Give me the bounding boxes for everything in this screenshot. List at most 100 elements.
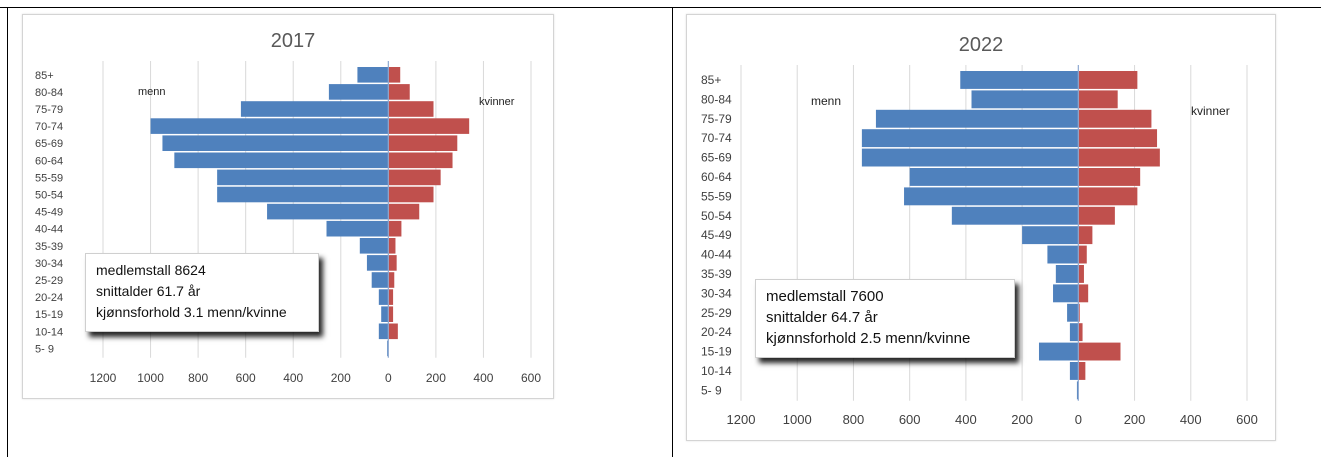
chart-2022-x-tick-label: 200 — [1124, 412, 1146, 427]
chart-2017-panel: 2017 85+ 80-84 75-79 70-74 65-69 60-64 55-59 50-… — [22, 14, 554, 399]
chart-2017-bar-women — [388, 220, 402, 237]
chart-2022-category-label: 25-29 — [701, 306, 732, 320]
chart-2017-x-tick-label: 0 — [385, 371, 392, 385]
chart-2022-bar-women — [1078, 168, 1141, 186]
chart-2022-category-label: 10-14 — [701, 364, 732, 378]
chart-2022-bar-women — [1078, 187, 1138, 206]
chart-2022-bar-women — [1078, 342, 1121, 361]
chart-2017-category-label: 75-79 — [35, 104, 63, 116]
chart-2017-x-tick-label: 400 — [473, 371, 493, 385]
chart-2022-category-label: 70-74 — [701, 131, 732, 145]
chart-2017-bar-women — [388, 186, 434, 203]
chart-2022-bar-women — [1078, 362, 1086, 380]
chart-2022-bar-men — [1053, 284, 1079, 303]
chart-2017-bar-men — [357, 67, 389, 83]
chart-2022-bar-men — [1022, 226, 1079, 245]
chart-2022-x-tick-label: 1200 — [727, 412, 756, 427]
chart-2017-bar-women — [388, 306, 394, 322]
chart-2017-x-tick-label: 1200 — [90, 371, 117, 385]
chart-2017-x-tick-label: 1000 — [137, 371, 164, 385]
frame-divider-line — [672, 7, 673, 457]
chart-2022-bar-women — [1078, 90, 1118, 109]
chart-2022-men-label: menn — [811, 94, 841, 108]
chart-2017-bar-men — [162, 135, 389, 151]
chart-2022-bar-men — [971, 90, 1079, 109]
chart-2017-bar-women — [388, 272, 395, 288]
chart-2022-x-tick-label: 400 — [955, 412, 977, 427]
chart-2017-category-label: 50-54 — [35, 190, 63, 202]
chart-2017-category-label: 5- 9 — [35, 343, 54, 355]
chart-2022-category-label: 55-59 — [701, 189, 732, 203]
chart-2017-bar-women — [388, 169, 441, 186]
chart-2022-bar-men — [960, 71, 1079, 89]
chart-2022-x-tick-label: 0 — [1075, 412, 1082, 427]
frame-left-line — [7, 7, 8, 457]
frame-top-line — [0, 7, 1321, 8]
chart-2017-bar-women — [388, 238, 396, 254]
chart-2017-category-label: 40-44 — [35, 224, 63, 236]
chart-2017-svg: 2017 85+ 80-84 75-79 70-74 65-69 60-64 55-59 50-… — [35, 30, 541, 385]
chart-2022-category-label: 35-39 — [701, 267, 732, 281]
chart-2017-member-count: medlemstall 8624 — [96, 262, 206, 278]
chart-2022-x-tick-label: 600 — [899, 412, 921, 427]
chart-2017-bar-men — [267, 203, 389, 220]
chart-2022-x-tick-label: 200 — [1011, 412, 1033, 427]
chart-2022-bar-women — [1078, 206, 1115, 225]
chart-2022-bar-women — [1078, 129, 1158, 148]
chart-2022-bar-men — [1038, 342, 1079, 361]
chart-2017-category-label: 45-49 — [35, 207, 63, 219]
chart-2017-x-tick-label: 800 — [188, 371, 208, 385]
chart-2017-bar-men — [240, 101, 389, 117]
chart-2017-gender-ratio: kjønnsforhold 3.1 menn/kvinne — [96, 304, 287, 320]
chart-2017-bar-men — [371, 272, 389, 288]
chart-2022-bar-women — [1078, 109, 1152, 128]
chart-2022-category-label: 60-64 — [701, 170, 732, 184]
chart-2022-bar-women — [1078, 71, 1138, 89]
chart-2017-bar-women — [388, 323, 398, 340]
chart-2017-bar-women — [388, 84, 410, 100]
chart-2017-women-label: kvinner — [479, 96, 515, 108]
chart-2017-bar-women — [388, 118, 470, 134]
chart-2022-bar-women — [1078, 284, 1089, 303]
chart-2017-x-tick-label: 200 — [331, 371, 351, 385]
chart-2017-x-tick-label: 400 — [283, 371, 303, 385]
chart-2022-average-age: snittalder 64.7 år — [766, 309, 878, 326]
chart-2017-x-tick-label: 200 — [426, 371, 446, 385]
chart-2017-bar-men — [328, 84, 389, 100]
chart-2017-bar-women — [388, 152, 453, 169]
chart-2022-svg: 2022 85+ 80-84 75-79 70-74 65-69 60-64 55-59 50-… — [701, 34, 1258, 427]
chart-2017-category-label: 30-34 — [35, 258, 63, 270]
chart-2022-x-tick-label: 800 — [843, 412, 865, 427]
chart-2017-bar-men — [381, 306, 389, 322]
chart-2017-category-label: 20-24 — [35, 292, 63, 304]
chart-2022-bar-men — [861, 129, 1079, 148]
chart-2017-info-box: medlemstall 8624 snittalder 61.7 år kjøn… — [85, 253, 319, 332]
chart-2022-bar-women — [1078, 148, 1160, 167]
chart-2022-bar-men — [1069, 323, 1079, 342]
chart-2017-category-label: 85+ — [35, 70, 54, 82]
chart-2022-bar-men — [904, 187, 1079, 206]
chart-2022-category-label: 5- 9 — [701, 383, 722, 397]
chart-2017-bar-women — [388, 135, 458, 151]
chart-2022-bar-women — [1078, 303, 1080, 322]
chart-2022-bar-men — [861, 148, 1079, 167]
chart-2022-bar-men — [1069, 362, 1079, 380]
chart-2017-x-tick-label: 600 — [236, 371, 256, 385]
chart-2022-x-tick-label: 600 — [1236, 412, 1258, 427]
chart-2022-gender-ratio: kjønnsforhold 2.5 menn/kvinne — [766, 330, 971, 347]
chart-2022-x-tick-label: 1000 — [783, 412, 812, 427]
chart-2017-bar-women — [388, 67, 401, 83]
chart-2017-category-label: 25-29 — [35, 275, 63, 287]
chart-2017-category-label: 70-74 — [35, 121, 63, 133]
chart-2017-bar-men — [326, 220, 389, 237]
chart-2017-bar-women — [388, 255, 397, 271]
chart-2022-category-label: 80-84 — [701, 92, 732, 106]
chart-2022-category-label: 50-54 — [701, 209, 732, 223]
chart-2022-bar-women — [1078, 245, 1087, 264]
chart-2017-bar-men — [366, 255, 389, 271]
chart-2017-bar-men — [217, 186, 389, 203]
chart-2017-bar-women — [388, 101, 434, 117]
chart-2022-bar-women — [1078, 226, 1093, 245]
chart-2017-average-age: snittalder 61.7 år — [96, 283, 201, 299]
chart-2022-bar-men — [1047, 245, 1079, 264]
